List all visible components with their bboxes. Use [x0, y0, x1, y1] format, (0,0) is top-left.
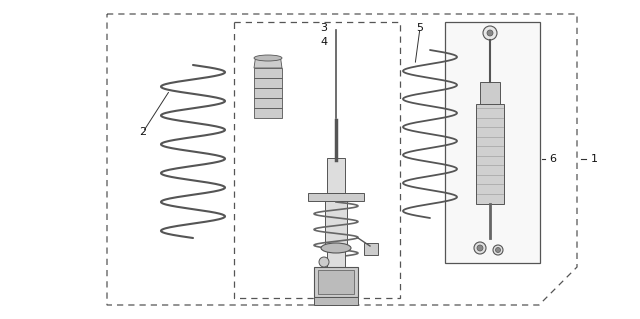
- Polygon shape: [254, 58, 282, 68]
- Circle shape: [474, 242, 486, 254]
- Polygon shape: [254, 88, 282, 98]
- Bar: [314, 297, 358, 305]
- Bar: [327, 158, 345, 193]
- Circle shape: [493, 245, 503, 255]
- Bar: [308, 193, 364, 201]
- Text: 3: 3: [321, 23, 328, 33]
- Bar: [234, 22, 400, 298]
- Text: 5: 5: [417, 23, 424, 33]
- Bar: [325, 195, 347, 245]
- Polygon shape: [254, 98, 282, 108]
- Circle shape: [483, 26, 497, 40]
- Circle shape: [495, 248, 500, 253]
- Text: 4: 4: [321, 37, 328, 47]
- FancyBboxPatch shape: [314, 267, 358, 297]
- Bar: [480, 82, 500, 104]
- Text: 1: 1: [591, 154, 598, 164]
- Polygon shape: [254, 68, 282, 78]
- Bar: [476, 104, 504, 204]
- Circle shape: [477, 245, 483, 251]
- Circle shape: [319, 257, 329, 267]
- Text: 6: 6: [550, 154, 557, 164]
- Bar: [327, 248, 345, 268]
- Text: 2: 2: [140, 127, 147, 137]
- FancyBboxPatch shape: [364, 243, 378, 255]
- Circle shape: [487, 30, 493, 36]
- Ellipse shape: [321, 243, 351, 253]
- Bar: [318, 270, 354, 294]
- Polygon shape: [254, 108, 282, 118]
- Ellipse shape: [254, 55, 282, 61]
- Bar: [445, 22, 540, 263]
- Polygon shape: [254, 78, 282, 88]
